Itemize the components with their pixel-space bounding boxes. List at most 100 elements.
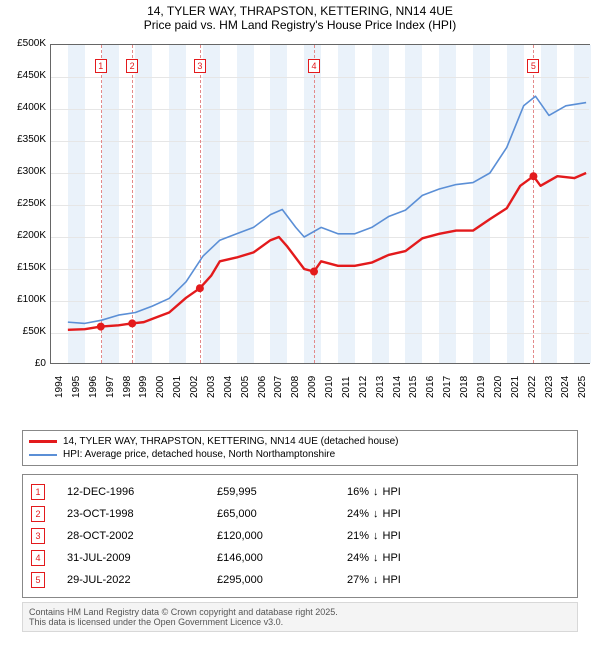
legend-row-red: 14, TYLER WAY, THRAPSTON, KETTERING, NN1…: [29, 435, 571, 448]
ytick-label: £100K: [8, 294, 46, 305]
ytick-label: £400K: [8, 102, 46, 113]
table-date: 29-JUL-2022: [67, 574, 217, 586]
footer-line-2: This data is licensed under the Open Gov…: [29, 617, 571, 627]
chart-title-block: 14, TYLER WAY, THRAPSTON, KETTERING, NN1…: [0, 0, 600, 38]
arrow-down-icon: ↓: [373, 508, 379, 520]
table-row: 1 12-DEC-1996£59,99516%↓HPI: [31, 481, 569, 503]
ytick-label: £250K: [8, 198, 46, 209]
table-price: £59,995: [217, 486, 347, 498]
table-pct: 16%↓HPI: [347, 486, 467, 498]
series-red: [68, 173, 586, 330]
xtick-label: 2019: [476, 376, 487, 398]
table-price: £295,000: [217, 574, 347, 586]
table-price: £65,000: [217, 508, 347, 520]
xtick-label: 1998: [122, 376, 133, 398]
xtick-label: 2007: [273, 376, 284, 398]
table-price: £120,000: [217, 530, 347, 542]
table-row: 4 31-JUL-2009£146,00024%↓HPI: [31, 547, 569, 569]
legend-swatch-blue: [29, 454, 57, 456]
sale-marker-3: 3: [194, 59, 206, 73]
sale-marker-5: 5: [527, 59, 539, 73]
xtick-label: 2001: [172, 376, 183, 398]
line-svg: [51, 45, 591, 365]
table-date: 28-OCT-2002: [67, 530, 217, 542]
table-idx: 1: [31, 484, 45, 500]
xtick-label: 2012: [358, 376, 369, 398]
xtick-label: 2008: [290, 376, 301, 398]
ytick-label: £350K: [8, 134, 46, 145]
ytick-label: £450K: [8, 70, 46, 81]
sale-marker-4: 4: [308, 59, 320, 73]
title-line-2: Price paid vs. HM Land Registry's House …: [0, 18, 600, 32]
table-pct: 24%↓HPI: [347, 552, 467, 564]
sale-dot-4: [310, 268, 318, 276]
table-date: 23-OCT-1998: [67, 508, 217, 520]
ytick-label: £500K: [8, 38, 46, 49]
xtick-label: 2016: [425, 376, 436, 398]
xtick-label: 2002: [189, 376, 200, 398]
xtick-label: 1996: [88, 376, 99, 398]
xtick-label: 2003: [206, 376, 217, 398]
arrow-down-icon: ↓: [373, 552, 379, 564]
table-date: 31-JUL-2009: [67, 552, 217, 564]
legend-swatch-red: [29, 440, 57, 443]
title-line-1: 14, TYLER WAY, THRAPSTON, KETTERING, NN1…: [0, 4, 600, 18]
plot-region: 1 2 3 4 5: [50, 44, 590, 364]
legend-label-blue: HPI: Average price, detached house, Nort…: [63, 449, 335, 460]
xtick-label: 1994: [54, 376, 65, 398]
table-idx: 4: [31, 550, 45, 566]
ytick-label: £0: [8, 358, 46, 369]
sale-marker-2: 2: [126, 59, 138, 73]
arrow-down-icon: ↓: [373, 574, 379, 586]
xtick-label: 2005: [240, 376, 251, 398]
table-pct: 27%↓HPI: [347, 574, 467, 586]
xtick-label: 1999: [138, 376, 149, 398]
table-pct: 21%↓HPI: [347, 530, 467, 542]
sale-dot-1: [97, 323, 105, 331]
footer-line-1: Contains HM Land Registry data © Crown c…: [29, 607, 571, 617]
legend: 14, TYLER WAY, THRAPSTON, KETTERING, NN1…: [22, 430, 578, 466]
xtick-label: 2013: [375, 376, 386, 398]
footer-attribution: Contains HM Land Registry data © Crown c…: [22, 602, 578, 632]
table-idx: 3: [31, 528, 45, 544]
arrow-down-icon: ↓: [373, 530, 379, 542]
xtick-label: 2017: [442, 376, 453, 398]
sale-dot-5: [529, 172, 537, 180]
table-pct: 24%↓HPI: [347, 508, 467, 520]
ytick-label: £50K: [8, 326, 46, 337]
ytick-label: £200K: [8, 230, 46, 241]
sale-dot-2: [128, 319, 136, 327]
ytick-label: £150K: [8, 262, 46, 273]
sales-table: 1 12-DEC-1996£59,99516%↓HPI 2 23-OCT-1998£6…: [22, 474, 578, 598]
table-row: 3 28-OCT-2002£120,00021%↓HPI: [31, 525, 569, 547]
xtick-label: 1995: [71, 376, 82, 398]
xtick-label: 2024: [560, 376, 571, 398]
legend-label-red: 14, TYLER WAY, THRAPSTON, KETTERING, NN1…: [63, 436, 399, 447]
xtick-label: 2023: [544, 376, 555, 398]
legend-row-blue: HPI: Average price, detached house, Nort…: [29, 448, 571, 461]
sale-dot-3: [196, 284, 204, 292]
xtick-label: 2014: [392, 376, 403, 398]
xtick-label: 1997: [105, 376, 116, 398]
table-price: £146,000: [217, 552, 347, 564]
chart-area: 1 2 3 4 5 £0 £50K £100K £150K £200K £250K £300K £35…: [8, 38, 598, 428]
table-date: 12-DEC-1996: [67, 486, 217, 498]
table-idx: 2: [31, 506, 45, 522]
table-row: 2 23-OCT-1998£65,00024%↓HPI: [31, 503, 569, 525]
sale-marker-1: 1: [95, 59, 107, 73]
ytick-label: £300K: [8, 166, 46, 177]
xtick-label: 2018: [459, 376, 470, 398]
table-row: 5 29-JUL-2022£295,00027%↓HPI: [31, 569, 569, 591]
series-blue: [68, 96, 586, 323]
xtick-label: 2022: [527, 376, 538, 398]
xtick-label: 2021: [510, 376, 521, 398]
xtick-label: 2010: [324, 376, 335, 398]
table-idx: 5: [31, 572, 45, 588]
xtick-label: 2020: [493, 376, 504, 398]
xtick-label: 2015: [408, 376, 419, 398]
xtick-label: 2004: [223, 376, 234, 398]
arrow-down-icon: ↓: [373, 486, 379, 498]
xtick-label: 2000: [155, 376, 166, 398]
xtick-label: 2009: [307, 376, 318, 398]
xtick-label: 2011: [341, 376, 352, 398]
